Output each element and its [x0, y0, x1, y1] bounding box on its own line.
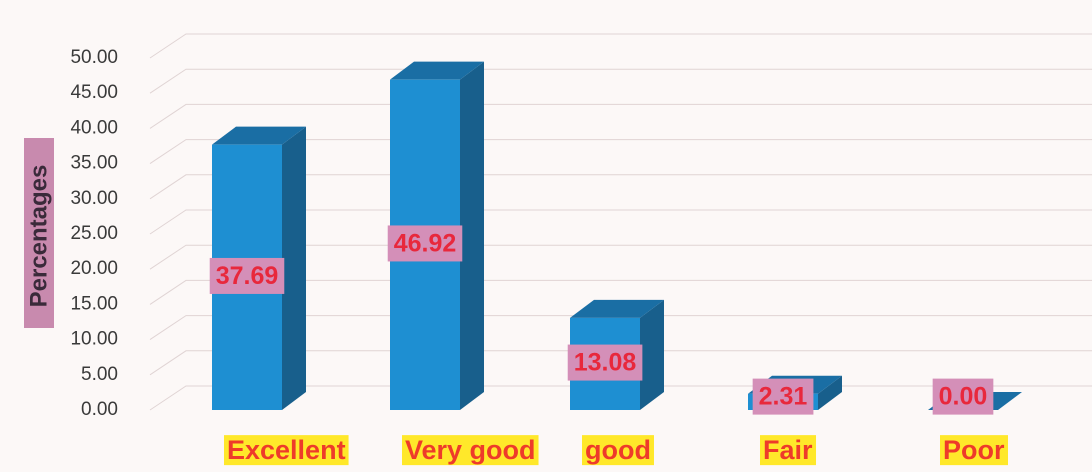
- y-tick-label: 30.00: [70, 188, 118, 209]
- y-tick-label: 5.00: [81, 364, 118, 385]
- data-label-bg: [387, 225, 463, 262]
- grid-line: [149, 279, 1092, 305]
- data-label-bg: [567, 344, 643, 381]
- bar-top: [570, 299, 664, 318]
- x-tick-label: Very good: [405, 435, 536, 465]
- y-tick-label: 50.00: [70, 47, 118, 68]
- bar-side: [460, 61, 484, 411]
- y-tick-label: 15.00: [70, 293, 118, 314]
- bar-side: [282, 126, 306, 410]
- x-tick-label: Poor: [943, 435, 1005, 465]
- grid-line: [149, 174, 1092, 200]
- bar-side: [640, 299, 664, 410]
- data-label: 37.69: [216, 262, 279, 290]
- x-tick-label-bg: [760, 435, 817, 466]
- data-label: 46.92: [394, 229, 457, 257]
- y-tick-label: 25.00: [70, 223, 118, 244]
- data-label-bg: [752, 378, 814, 415]
- data-label: 13.08: [574, 349, 637, 377]
- data-label: 0.00: [939, 383, 988, 411]
- x-tick-label: Fair: [763, 435, 813, 465]
- y-tick-label: 20.00: [70, 258, 118, 279]
- grid-line: [149, 244, 1092, 270]
- y-tick-label: 45.00: [70, 82, 118, 103]
- x-tick-label-bg: [402, 435, 539, 466]
- y-axis-label: Percentages: [25, 165, 52, 308]
- grid-line: [149, 350, 1092, 376]
- data-label: 2.31: [759, 383, 808, 411]
- x-tick-label-bg: [224, 435, 349, 466]
- y-tick-label: 0.00: [81, 399, 118, 420]
- bar-side: [818, 375, 842, 410]
- bar-top: [390, 61, 484, 80]
- x-tick-label: Excellent: [227, 435, 346, 465]
- grid-line: [149, 209, 1092, 235]
- y-tick-label: 10.00: [70, 329, 118, 350]
- x-tick-label: good: [585, 435, 651, 465]
- data-label-bg: [932, 378, 994, 415]
- y-tick-label: 35.00: [70, 153, 118, 174]
- x-tick-label-bg: [582, 435, 654, 466]
- bar-top: [212, 126, 306, 145]
- grid-line: [149, 33, 1092, 59]
- grid-line: [149, 139, 1092, 165]
- grid-line: [149, 315, 1092, 341]
- grid-line: [149, 68, 1092, 94]
- x-tick-label-bg: [940, 435, 1008, 466]
- grid-line: [149, 103, 1092, 129]
- data-label-bg: [209, 257, 285, 294]
- y-label-box: [24, 138, 54, 328]
- y-tick-label: 40.00: [70, 117, 118, 138]
